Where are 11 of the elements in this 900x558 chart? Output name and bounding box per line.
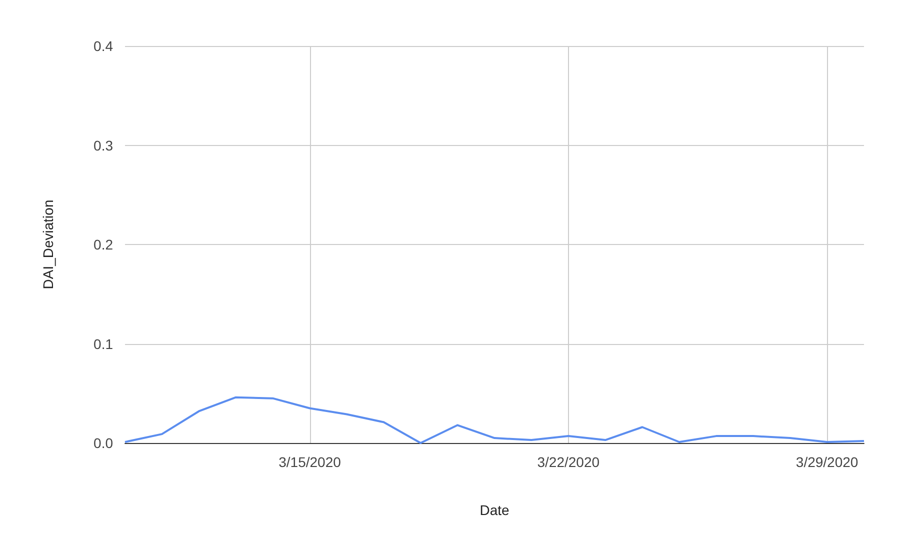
y-tick-label: 0.0 xyxy=(94,435,114,451)
x-tick-label: 3/15/2020 xyxy=(278,454,342,470)
x-tick-label: 3/29/2020 xyxy=(796,454,858,470)
x-axis-title: Date xyxy=(480,502,510,518)
y-tick-label: 0.3 xyxy=(94,137,114,154)
y-axis-title: DAI_Deviation xyxy=(40,200,56,290)
line-series xyxy=(124,396,865,444)
x-tick-label: 3/22/2020 xyxy=(537,454,600,470)
y-tick-label: 0.4 xyxy=(94,38,114,54)
y-tick-label: 0.2 xyxy=(94,236,114,252)
y-tick-label: 0.1 xyxy=(94,336,114,352)
